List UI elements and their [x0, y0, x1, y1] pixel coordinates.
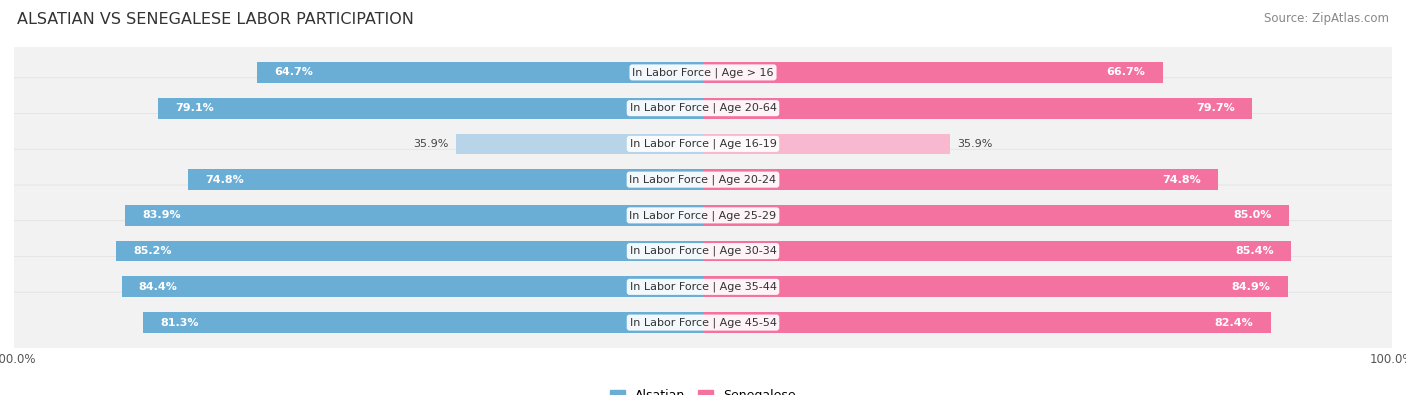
- Bar: [703, 169, 1219, 190]
- Text: In Labor Force | Age 20-24: In Labor Force | Age 20-24: [630, 174, 776, 185]
- Text: 74.8%: 74.8%: [205, 175, 243, 184]
- Text: 81.3%: 81.3%: [160, 318, 198, 327]
- Bar: [257, 62, 703, 83]
- Text: 66.7%: 66.7%: [1107, 68, 1146, 77]
- Text: 79.1%: 79.1%: [176, 103, 214, 113]
- Text: 85.0%: 85.0%: [1233, 211, 1271, 220]
- Text: In Labor Force | Age 16-19: In Labor Force | Age 16-19: [630, 139, 776, 149]
- FancyBboxPatch shape: [11, 113, 1395, 174]
- Bar: [117, 241, 703, 261]
- FancyBboxPatch shape: [11, 221, 1395, 282]
- Text: 85.2%: 85.2%: [134, 246, 172, 256]
- Text: In Labor Force | Age 25-29: In Labor Force | Age 25-29: [630, 210, 776, 221]
- Bar: [703, 276, 1288, 297]
- Bar: [456, 134, 703, 154]
- Text: 83.9%: 83.9%: [142, 211, 181, 220]
- Text: Source: ZipAtlas.com: Source: ZipAtlas.com: [1264, 12, 1389, 25]
- Text: 64.7%: 64.7%: [274, 68, 314, 77]
- Bar: [703, 241, 1291, 261]
- Bar: [703, 312, 1271, 333]
- Text: ALSATIAN VS SENEGALESE LABOR PARTICIPATION: ALSATIAN VS SENEGALESE LABOR PARTICIPATI…: [17, 12, 413, 27]
- Legend: Alsatian, Senegalese: Alsatian, Senegalese: [606, 384, 800, 395]
- Text: In Labor Force | Age 20-64: In Labor Force | Age 20-64: [630, 103, 776, 113]
- Bar: [121, 276, 703, 297]
- Bar: [703, 134, 950, 154]
- Text: 85.4%: 85.4%: [1236, 246, 1274, 256]
- Text: In Labor Force | Age 30-34: In Labor Force | Age 30-34: [630, 246, 776, 256]
- Text: In Labor Force | Age > 16: In Labor Force | Age > 16: [633, 67, 773, 78]
- Bar: [703, 62, 1163, 83]
- Text: 84.4%: 84.4%: [139, 282, 177, 292]
- Bar: [703, 98, 1253, 118]
- FancyBboxPatch shape: [11, 42, 1395, 103]
- Text: 74.8%: 74.8%: [1163, 175, 1201, 184]
- Bar: [125, 205, 703, 226]
- Bar: [143, 312, 703, 333]
- Bar: [157, 98, 703, 118]
- FancyBboxPatch shape: [11, 292, 1395, 353]
- Text: 82.4%: 82.4%: [1215, 318, 1254, 327]
- Bar: [703, 205, 1289, 226]
- Text: In Labor Force | Age 45-54: In Labor Force | Age 45-54: [630, 317, 776, 328]
- Bar: [187, 169, 703, 190]
- FancyBboxPatch shape: [11, 78, 1395, 139]
- Text: 35.9%: 35.9%: [413, 139, 449, 149]
- Text: 35.9%: 35.9%: [957, 139, 993, 149]
- Text: 79.7%: 79.7%: [1197, 103, 1234, 113]
- FancyBboxPatch shape: [11, 149, 1395, 210]
- Text: 84.9%: 84.9%: [1232, 282, 1271, 292]
- FancyBboxPatch shape: [11, 256, 1395, 317]
- Text: In Labor Force | Age 35-44: In Labor Force | Age 35-44: [630, 282, 776, 292]
- FancyBboxPatch shape: [11, 185, 1395, 246]
